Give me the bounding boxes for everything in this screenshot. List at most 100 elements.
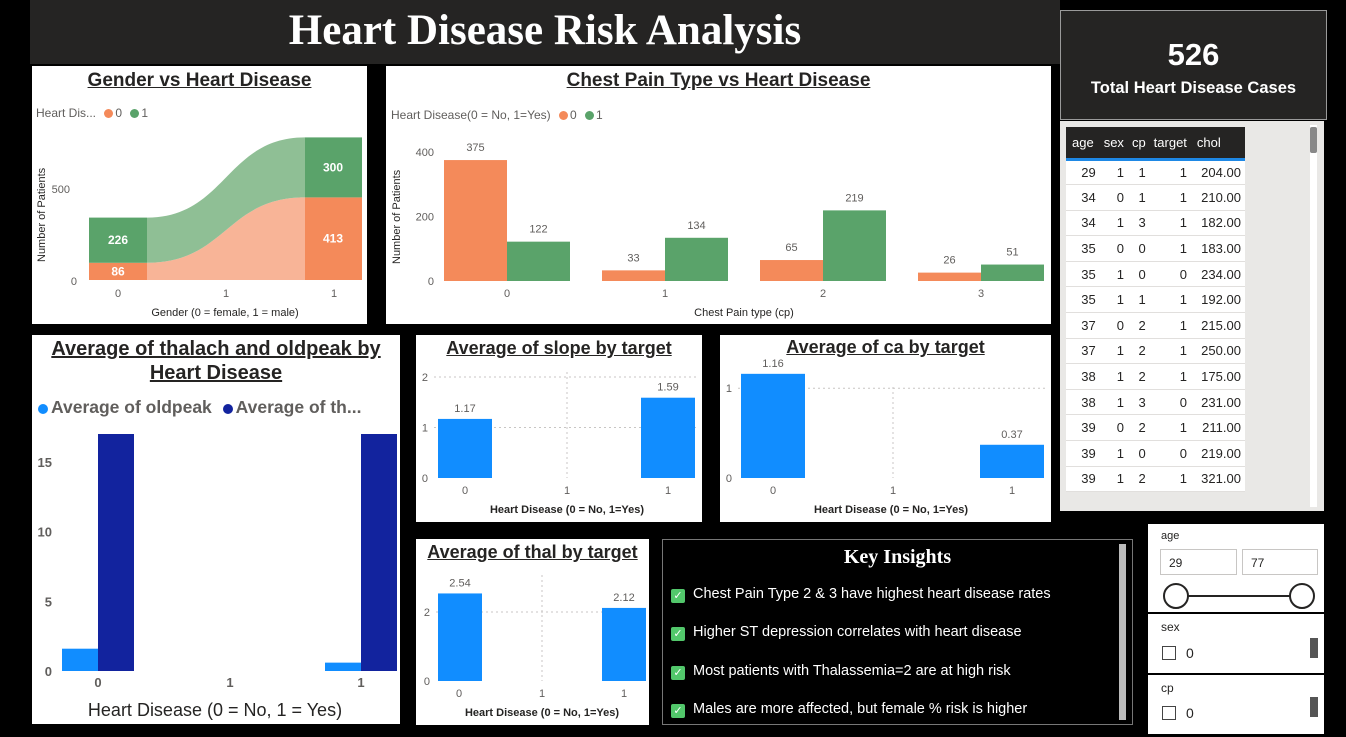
table-row[interactable]: 39 1 2 1 321.00: [1066, 466, 1245, 493]
table-row[interactable]: 34 1 3 1 182.00: [1066, 210, 1245, 237]
table-cell-target: 1: [1149, 414, 1191, 442]
table-row[interactable]: 35 1 0 0 234.00: [1066, 261, 1245, 288]
table-cell-target: 1: [1149, 286, 1191, 314]
table-row[interactable]: 35 0 0 1 183.00: [1066, 235, 1245, 262]
thalach-oldpeak-chart-card[interactable]: Average of thalach and oldpeak by Heart …: [32, 335, 400, 724]
bar-cp-0-0: [444, 160, 507, 281]
x-tick: 0: [462, 485, 468, 497]
x-tick: 1: [665, 485, 671, 497]
table-cell-age: 29: [1066, 159, 1100, 186]
table-cell-sex: 1: [1099, 338, 1128, 365]
table-row[interactable]: 29 1 1 1 204.00: [1066, 159, 1245, 186]
data-label: 226: [108, 233, 128, 247]
table-row[interactable]: 38 1 3 0 231.00: [1066, 389, 1245, 416]
bar-male-1: [305, 137, 362, 198]
table-cell-age: 39: [1066, 466, 1100, 493]
table-cell-cp: 1: [1127, 184, 1150, 211]
legend-dot-thalach: [222, 404, 233, 414]
gender-chart-card[interactable]: Gender vs Heart Disease Heart Dis... 0 1…: [32, 66, 367, 324]
table-cell-chol: 175.00: [1190, 363, 1245, 390]
slope-chart-svg: 0 1 2 1.17 1.59 0 1 1 Heart Disease (0 = No, 1=…: [422, 372, 698, 516]
data-label: 1.16: [762, 358, 783, 370]
table-cell-chol: 250.00: [1190, 338, 1245, 365]
column-header-cp[interactable]: cp: [1127, 127, 1150, 161]
table-cell-cp: 1: [1127, 159, 1150, 186]
data-table-card[interactable]: age sex cp target chol 29 1 1 1 204.00 34 0 1 1 2…: [1060, 121, 1324, 511]
thal-chart-title: Average of thal by target: [427, 542, 638, 562]
table-cell-age: 38: [1066, 389, 1100, 416]
table-cell-age: 38: [1066, 363, 1100, 390]
x-tick: 1: [621, 688, 627, 700]
column-header-sex[interactable]: sex: [1099, 127, 1128, 161]
age-min-input[interactable]: 29: [1160, 549, 1237, 575]
column-header-age[interactable]: age: [1066, 127, 1100, 161]
bar-0: [438, 418, 492, 478]
table-cell-sex: 1: [1099, 440, 1128, 467]
bar-1: [641, 397, 695, 478]
table-cell-chol: 211.00: [1190, 414, 1245, 442]
data-label: 219: [845, 192, 863, 204]
x-axis-title: Gender (0 = female, 1 = male): [151, 307, 298, 319]
table-row[interactable]: 38 1 2 1 175.00: [1066, 363, 1245, 390]
slider-min-handle[interactable]: [1163, 583, 1189, 609]
table-cell-sex: 0: [1099, 414, 1128, 442]
y-axis-title: Number of Patients: [36, 167, 48, 262]
thal-chart-card[interactable]: Average of thal by target 0 2 2.54 2.12 0 1 1 …: [416, 539, 649, 725]
check-icon: ✓: [671, 703, 685, 718]
title-banner: Heart Disease Risk Analysis: [30, 0, 1060, 64]
cp-slicer-scrollbar[interactable]: [1310, 697, 1318, 717]
y-tick: 15: [38, 455, 52, 470]
age-max-input[interactable]: 77: [1242, 549, 1318, 575]
bar-cp-1-1: [665, 237, 728, 281]
sex-slicer-scrollbar[interactable]: [1310, 638, 1318, 658]
slope-chart-card[interactable]: Average of slope by target 0 1 2 1.17 1.59 0 1…: [416, 335, 702, 522]
column-header-target[interactable]: target: [1149, 127, 1191, 161]
bar-oldpeak-0: [62, 648, 98, 671]
chest-pain-chart-card[interactable]: Chest Pain Type vs Heart Disease Heart D…: [386, 66, 1051, 324]
check-icon: ✓: [671, 665, 685, 680]
gender-chart-title: Gender vs Heart Disease: [87, 70, 312, 91]
table-scrollbar-thumb[interactable]: [1310, 127, 1317, 153]
column-header-chol[interactable]: chol: [1190, 127, 1245, 161]
table-row[interactable]: 34 0 1 1 210.00: [1066, 184, 1245, 211]
y-tick: 0: [726, 473, 732, 485]
thal-chart-svg: 0 2 2.54 2.12 0 1 1 Heart Disease (0 = No, 1=Y…: [424, 575, 646, 719]
insights-list: ✓ Chest Pain Type 2 & 3 have highest hear…: [671, 586, 1051, 737]
x-axis-title: Heart Disease (0 = No, 1=Yes): [465, 707, 619, 719]
table-row[interactable]: 35 1 1 1 192.00: [1066, 286, 1245, 314]
legend-item-thalach: Average of th...: [235, 397, 362, 417]
data-label: 65: [785, 242, 797, 254]
insights-scrollbar[interactable]: [1119, 544, 1126, 720]
ca-chart-card[interactable]: Average of ca by target 0 1 1.16 0.37 0 1 1 He…: [720, 335, 1051, 522]
legend-dot-0: [558, 111, 568, 120]
sex-slicer-label: sex: [1161, 620, 1180, 634]
bar-cp-3-0: [918, 272, 981, 281]
age-range-slider[interactable]: [1148, 524, 1324, 612]
legend-dot-1: [585, 111, 595, 120]
bar-cp-0-1: [507, 241, 570, 281]
kpi-card[interactable]: 526 Total Heart Disease Cases: [1060, 10, 1327, 120]
table-row[interactable]: 37 1 2 1 250.00: [1066, 338, 1245, 365]
sex-0-checkbox[interactable]: [1162, 646, 1176, 660]
table-row[interactable]: 39 0 2 1 211.00: [1066, 414, 1245, 442]
data-label: 413: [323, 232, 343, 246]
x-tick: 0: [456, 688, 462, 700]
legend-dot-0: [104, 109, 114, 118]
table-row[interactable]: 39 1 0 0 219.00: [1066, 440, 1245, 467]
table-cell-chol: 210.00: [1190, 184, 1245, 211]
table-scrollbar[interactable]: [1310, 125, 1317, 507]
slider-max-handle[interactable]: [1289, 583, 1315, 609]
y-tick: 5: [45, 594, 52, 609]
table-cell-target: 1: [1149, 184, 1191, 211]
check-icon: ✓: [671, 627, 685, 642]
x-tick: 1: [1009, 485, 1015, 497]
cp-0-checkbox[interactable]: [1162, 706, 1176, 720]
table-cell-cp: 0: [1127, 235, 1150, 262]
table-row[interactable]: 37 0 2 1 215.00: [1066, 312, 1245, 339]
ribbon-series-0: [147, 197, 305, 280]
table-cell-target: 0: [1149, 261, 1191, 288]
insight-item: ✓ Males are more affected, but female % r…: [671, 701, 1051, 737]
bar-0: [438, 593, 482, 681]
data-label: 86: [111, 264, 125, 278]
table-cell-chol: 219.00: [1190, 440, 1245, 467]
